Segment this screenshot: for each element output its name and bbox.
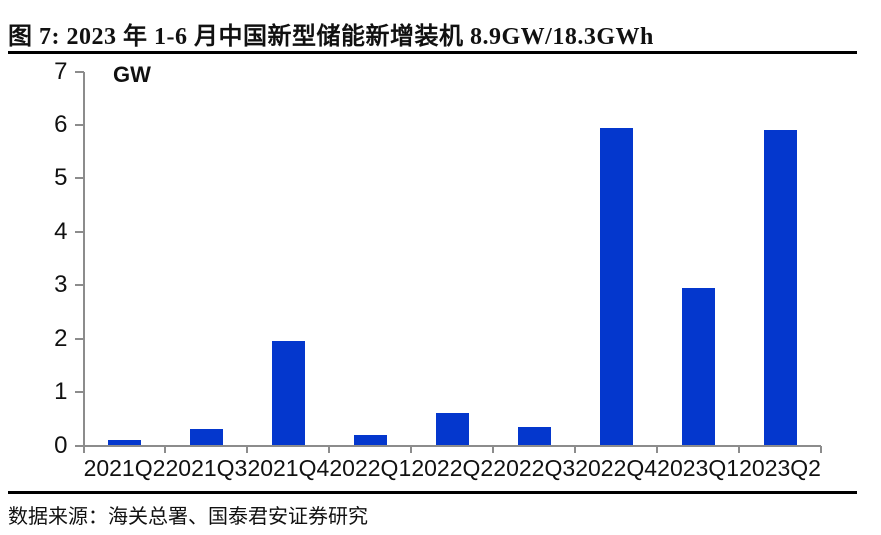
x-tick-label: 2022Q2	[411, 454, 494, 481]
y-axis-line	[82, 71, 85, 453]
footer-rule	[8, 491, 857, 494]
bar	[681, 287, 715, 446]
x-tick-label: 2021Q4	[247, 454, 330, 481]
x-tick-label: 2021Q2	[83, 454, 166, 481]
y-tick-label: 3	[54, 271, 68, 299]
x-axis-tick	[246, 445, 249, 453]
x-axis-tick	[656, 445, 659, 453]
x-tick-label: 2022Q1	[329, 454, 412, 481]
x-tick-label: 2022Q3	[493, 454, 576, 481]
y-tick-label: 0	[54, 431, 68, 459]
y-axis-unit-label: GW	[113, 62, 151, 87]
bar	[353, 434, 387, 446]
y-axis-tick	[74, 444, 84, 447]
x-axis-line	[83, 444, 821, 447]
y-axis-tick	[74, 337, 84, 340]
y-axis-tick	[74, 177, 84, 180]
x-tick-label: 2022Q4	[575, 454, 658, 481]
y-tick-label: 4	[54, 217, 68, 245]
x-axis-tick	[410, 445, 413, 453]
bar	[763, 130, 797, 446]
y-tick-label: 6	[54, 110, 68, 138]
y-tick-label: 2	[54, 324, 68, 352]
x-axis-tick	[164, 445, 167, 453]
data-source-text: 数据来源：海关总署、国泰君安证券研究	[8, 506, 368, 528]
x-axis-tick	[574, 445, 577, 453]
bar	[271, 341, 305, 446]
x-tick-label: 2023Q2	[739, 454, 821, 481]
y-axis-tick	[74, 230, 84, 233]
x-axis-tick	[738, 445, 741, 453]
bar	[517, 426, 551, 446]
bar	[435, 413, 469, 446]
y-axis-tick	[74, 391, 84, 394]
y-axis-tick	[74, 70, 84, 73]
x-tick-label: 2023Q1	[657, 454, 740, 481]
y-tick-label: 5	[54, 164, 68, 192]
y-tick-label: 7	[54, 57, 68, 85]
x-axis-tick	[328, 445, 331, 453]
bar	[599, 127, 633, 446]
y-axis-tick	[74, 284, 84, 287]
bar	[107, 440, 141, 446]
x-axis-tick	[492, 445, 495, 453]
x-axis-tick	[82, 445, 85, 453]
bar	[189, 429, 223, 446]
y-tick-label: 1	[54, 378, 68, 406]
x-tick-label: 2021Q3	[165, 454, 248, 481]
y-axis-tick	[74, 123, 84, 126]
figure-title: 图 7: 2023 年 1-6 月中国新型储能新增装机 8.9GW/18.3GW…	[8, 24, 654, 50]
x-axis-tick	[820, 445, 822, 453]
title-rule	[8, 51, 857, 54]
